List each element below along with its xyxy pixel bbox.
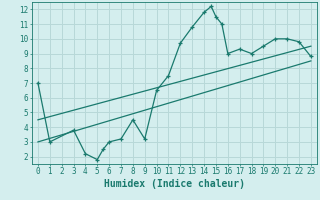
X-axis label: Humidex (Indice chaleur): Humidex (Indice chaleur) bbox=[104, 179, 245, 189]
